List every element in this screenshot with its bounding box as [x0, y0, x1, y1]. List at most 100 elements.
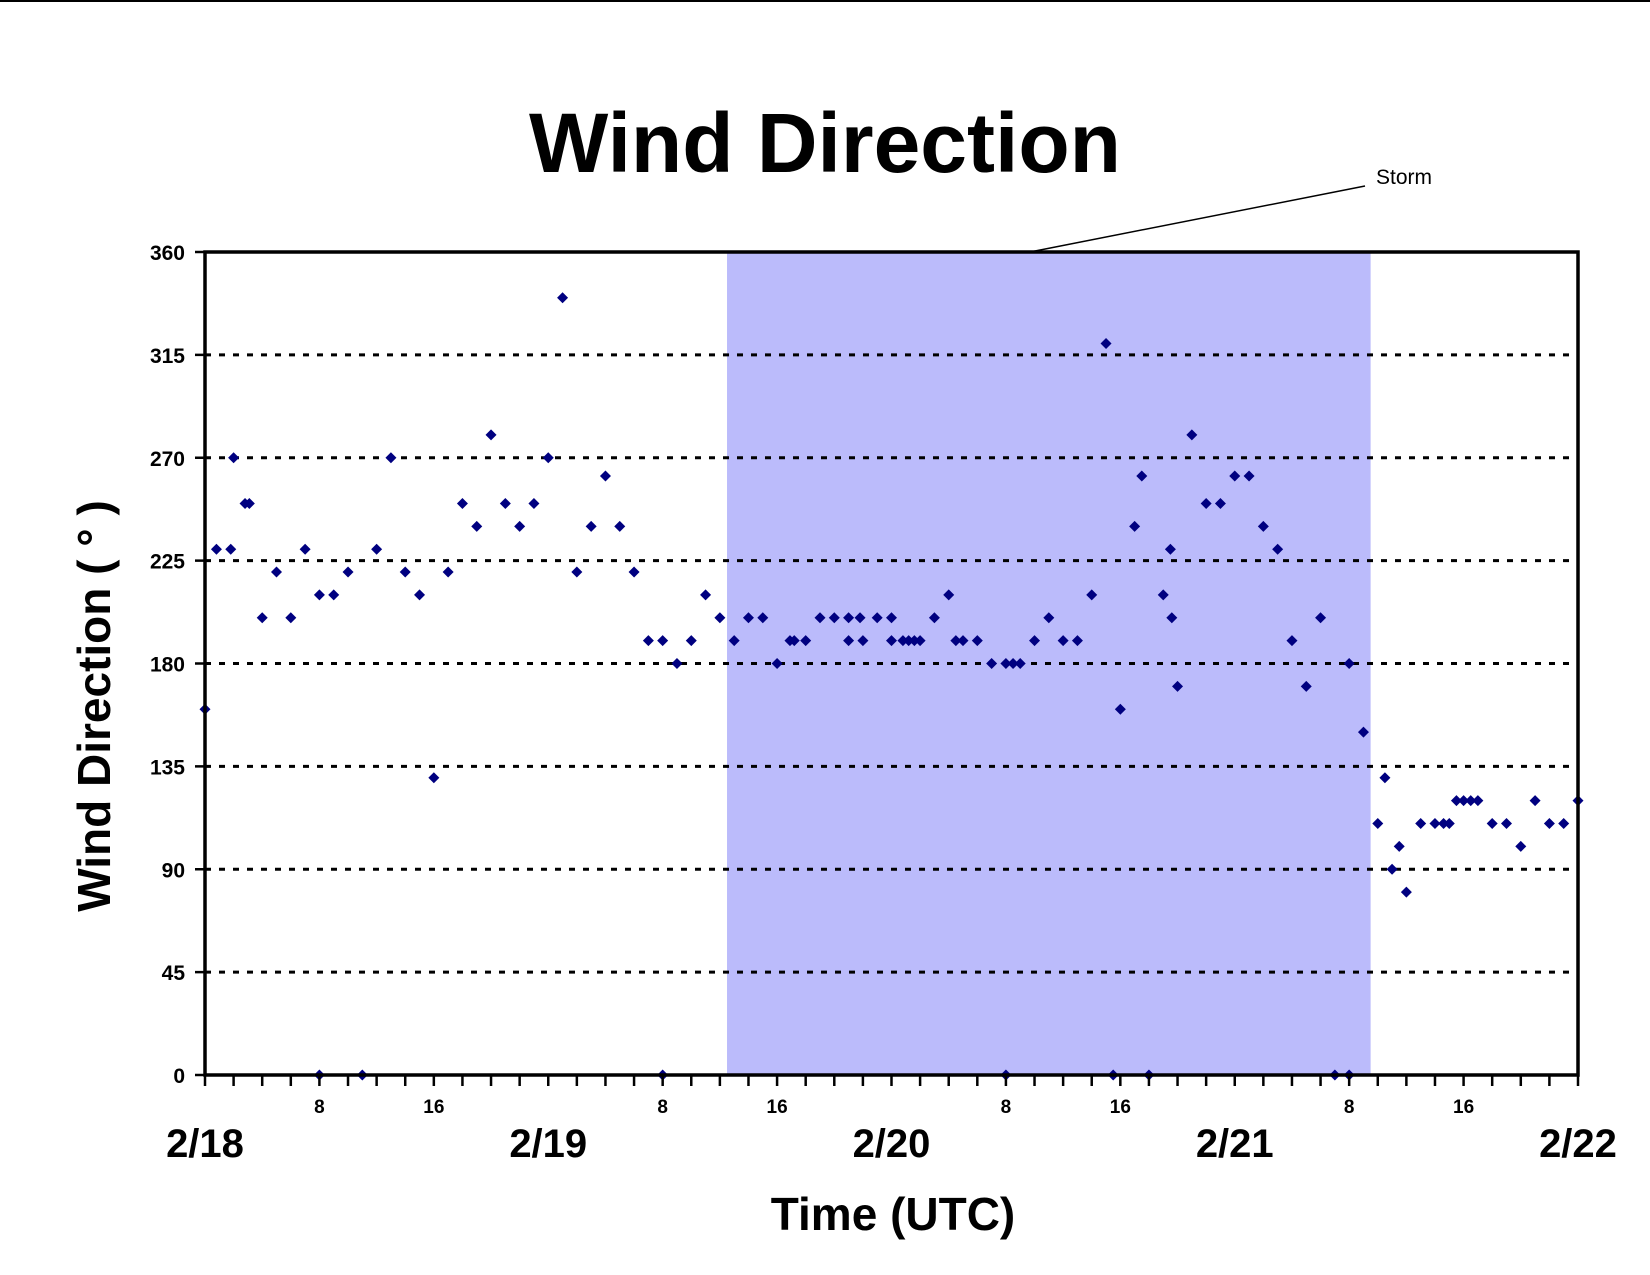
- data-point: [1029, 635, 1041, 647]
- data-point: [1157, 589, 1169, 601]
- data-point: [1558, 818, 1570, 830]
- data-point: [299, 543, 311, 555]
- data-point: [903, 635, 915, 647]
- data-point: [685, 635, 697, 647]
- data-point: [742, 612, 754, 624]
- storm-annotation-line: [1029, 185, 1366, 253]
- data-point: [943, 589, 955, 601]
- data-point: [614, 520, 626, 532]
- data-point: [788, 635, 800, 647]
- data-point: [385, 452, 397, 464]
- data-point: [499, 497, 511, 509]
- data-point: [243, 497, 255, 509]
- data-point: [957, 635, 969, 647]
- data-point: [1286, 635, 1298, 647]
- data-point: [1529, 795, 1541, 807]
- data-point: [557, 292, 569, 304]
- data-point: [843, 612, 855, 624]
- data-point: [1343, 658, 1355, 669]
- x-date-label: 2/21: [1196, 1122, 1274, 1166]
- y-tick-label: 45: [162, 962, 186, 985]
- data-point: [1114, 703, 1126, 715]
- tick-labels-layer: 0 45 90 135 180 225 270 315 360 8 16 8 16 8 16 8 16 2/18 2…: [150, 242, 1617, 1166]
- data-point: [1164, 543, 1176, 555]
- data-point: [857, 635, 869, 647]
- data-point: [757, 612, 769, 624]
- x-hour-label: 8: [314, 1097, 325, 1118]
- data-point: [628, 566, 640, 578]
- data-point: [1443, 818, 1455, 830]
- data-point: [313, 589, 325, 601]
- data-point: [1186, 429, 1198, 441]
- data-point: [1372, 818, 1384, 830]
- y-tick-label: 180: [150, 654, 185, 677]
- data-point: [908, 635, 920, 647]
- storm-annotation-label: Storm: [1376, 166, 1432, 189]
- x-hour-label: 16: [1453, 1097, 1474, 1118]
- data-point: [986, 658, 998, 669]
- data-point: [886, 635, 897, 647]
- data-point: [714, 612, 726, 624]
- data-point: [1300, 680, 1312, 692]
- data-point: [471, 520, 483, 532]
- data-point: [914, 635, 926, 647]
- data-point: [271, 566, 283, 578]
- data-point: [428, 772, 440, 784]
- data-point: [843, 635, 855, 647]
- data-point: [1438, 818, 1450, 830]
- data-point: [871, 612, 883, 624]
- y-tick-label: 0: [173, 1065, 185, 1088]
- chart-title: Wind Direction: [529, 96, 1121, 190]
- data-point: [1272, 543, 1284, 555]
- data-point: [1172, 680, 1184, 692]
- data-point: [1043, 612, 1055, 624]
- data-point: [1393, 840, 1405, 852]
- data-point: [828, 612, 840, 624]
- data-point: [599, 470, 611, 482]
- data-point: [228, 452, 240, 464]
- y-axis-title: Wind Direction ( ° ): [68, 500, 120, 912]
- data-point: [1071, 635, 1083, 647]
- data-point: [1007, 658, 1019, 669]
- data-point: [225, 543, 237, 555]
- x-hour-label: 16: [423, 1097, 444, 1118]
- data-point: [1429, 818, 1441, 830]
- data-point: [886, 612, 897, 624]
- data-point: [1214, 497, 1226, 509]
- data-point: [210, 543, 222, 555]
- x-hour-label: 8: [657, 1097, 668, 1118]
- data-point: [1229, 470, 1241, 482]
- x-hour-label: 16: [1110, 1097, 1131, 1118]
- x-date-label: 2/18: [166, 1122, 244, 1166]
- data-point: [1000, 658, 1012, 669]
- data-point: [700, 589, 712, 601]
- data-point: [671, 658, 683, 669]
- data-point: [1400, 886, 1412, 898]
- data-point: [897, 635, 909, 647]
- data-point: [1315, 612, 1327, 624]
- data-point: [1136, 470, 1148, 482]
- x-date-label: 2/22: [1539, 1122, 1617, 1166]
- x-axis-title: Time (UTC): [771, 1188, 1016, 1240]
- y-tick-label: 270: [150, 448, 185, 471]
- x-hour-label: 8: [1001, 1097, 1012, 1118]
- data-point: [928, 612, 940, 624]
- data-point: [1357, 726, 1369, 738]
- data-point: [456, 497, 468, 509]
- data-point: [1486, 818, 1498, 830]
- data-point: [285, 612, 297, 624]
- data-point: [1057, 635, 1069, 647]
- y-tick-label: 360: [150, 242, 185, 265]
- y-tick-label: 90: [162, 859, 185, 882]
- data-point: [528, 497, 540, 509]
- data-point: [800, 635, 812, 647]
- y-tick-label: 135: [150, 756, 185, 779]
- data-point: [642, 635, 654, 647]
- data-point: [1200, 497, 1212, 509]
- data-point: [728, 635, 740, 647]
- data-point: [371, 543, 383, 555]
- data-point: [1543, 818, 1555, 830]
- x-date-label: 2/19: [509, 1122, 587, 1166]
- data-point: [399, 566, 411, 578]
